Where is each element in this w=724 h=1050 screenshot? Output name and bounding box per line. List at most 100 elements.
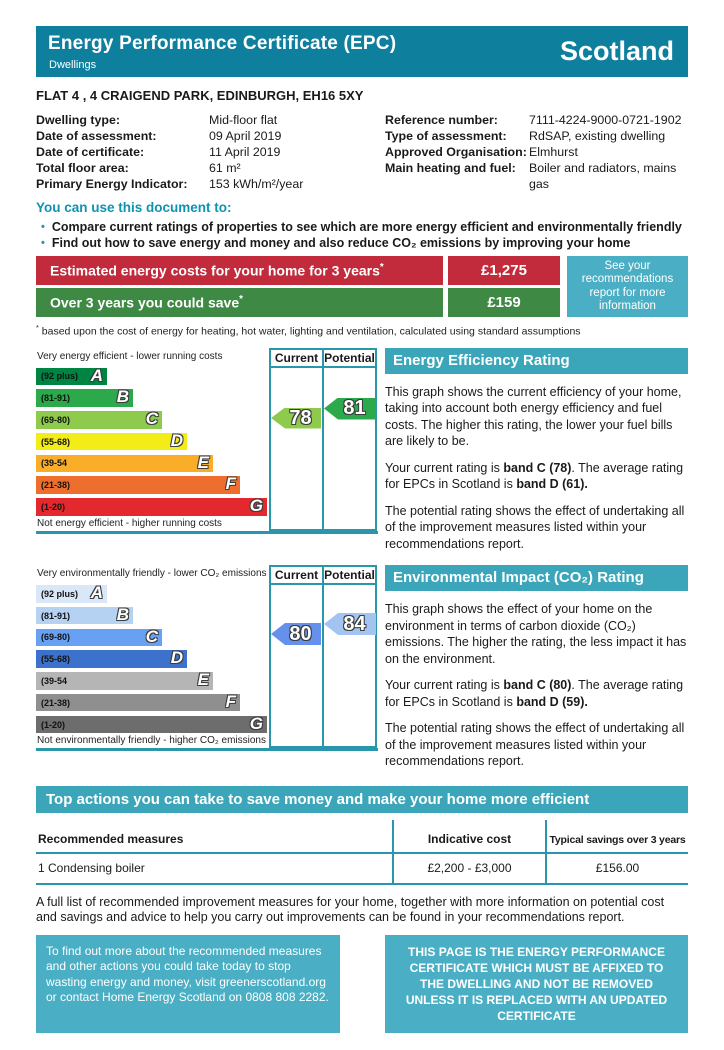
list-item: • Find out how to save energy and money … <box>36 235 688 251</box>
more-info-box: To find out more about the recommended m… <box>36 934 340 1033</box>
environmental-impact-panel: Environmental Impact (CO₂) Rating This g… <box>385 565 688 770</box>
details-left-column: Dwelling type: Mid-floor flat Date of as… <box>36 112 385 192</box>
current-column-header: Current <box>271 567 322 585</box>
potential-rating-arrow: 81 <box>324 397 376 420</box>
property-address: FLAT 4 , 4 CRAIGEND PARK, EDINBURGH, EH1… <box>36 88 364 103</box>
page-subtitle: Dwellings <box>49 59 97 71</box>
bullet-icon: • <box>41 221 45 233</box>
detail-row-reference-number: Reference number: 7111-4224-9000-0721-19… <box>385 112 688 128</box>
band-f: (21-38) F <box>36 691 240 712</box>
cost-row-estimated: Estimated energy costs for your home for… <box>36 256 688 285</box>
recommended-measures-table: Recommended measures Indicative cost Typ… <box>36 819 688 885</box>
environmental-impact-section: Very environmentally friendly - lower CO… <box>36 565 688 770</box>
band-letter: F <box>225 474 236 494</box>
band-letter: E <box>197 452 209 472</box>
band-range: (55-68) <box>41 654 71 665</box>
footer-section: To find out more about the recommended m… <box>36 934 688 1033</box>
cost-row-savings: Over 3 years you could save* £159 <box>36 288 688 317</box>
band-letter: G <box>249 496 263 516</box>
cost-footnote: * based upon the cost of energy for heat… <box>36 323 688 338</box>
text-segment: Your current rating is <box>385 460 504 475</box>
rating-band-bold: band C (80) <box>503 678 572 692</box>
asterisk-mark: * <box>379 262 384 274</box>
potential-column: Potential <box>322 349 375 529</box>
band-letter: C <box>145 409 158 429</box>
band-range: (1-20) <box>41 502 66 513</box>
asterisk-mark: * <box>36 323 39 332</box>
bullet-text: Find out how to save energy and money an… <box>51 236 631 250</box>
band-d: (55-68) D <box>36 431 187 451</box>
epc-certificate-page: { "colors": { "header_teal": "#0f7f9e", … <box>0 26 724 1050</box>
band-b: (81-91) B <box>36 605 133 625</box>
band-range: (21-38) <box>41 697 71 708</box>
table-cell-cost: £2,200 - £3,000 <box>392 853 545 885</box>
environmental-impact-chart: Very environmentally friendly - lower CO… <box>36 565 378 751</box>
panel-paragraph: This graph shows the current efficiency … <box>385 384 682 449</box>
current-column-header: Current <box>271 350 322 368</box>
text-segment: Your current rating is <box>385 678 504 692</box>
usage-heading: You can use this document to: <box>36 200 232 215</box>
current-rating-arrow: 80 <box>271 623 321 645</box>
certificate-notice-box: THIS PAGE IS THE ENERGY PERFORMANCE CERT… <box>385 934 688 1033</box>
panel-paragraph: Your current rating is band C (80). The … <box>385 677 688 710</box>
band-letter: A <box>90 583 103 602</box>
chart-bottom-label: Not environmentally friendly - higher CO… <box>37 735 266 746</box>
column-header-savings: Typical savings over 3 years <box>545 819 688 854</box>
band-letter: E <box>197 670 209 690</box>
detail-label: Date of assessment: <box>36 129 157 143</box>
band-c: (69-80) C <box>36 409 162 429</box>
band-letter: F <box>225 691 236 711</box>
band-range: (55-68) <box>41 436 71 447</box>
band-a: (92 plus) A <box>36 583 107 603</box>
detail-value: Boiler and radiators, mains gas <box>529 161 677 191</box>
band-g: (1-20) G <box>36 713 267 734</box>
chart-top-label: Very environmentally friendly - lower CO… <box>37 568 267 579</box>
band-letter: A <box>90 365 103 385</box>
detail-label: Primary Energy Indicator: <box>36 177 188 191</box>
band-range: (81-91) <box>41 393 71 404</box>
band-d: (55-68) D <box>36 648 187 668</box>
energy-efficiency-chart: Very energy efficient - lower running co… <box>36 347 378 534</box>
band-range: (69-80) <box>41 414 71 425</box>
footnote-text: based upon the cost of energy for heatin… <box>38 325 581 338</box>
detail-label: Approved Organisation: <box>385 145 527 159</box>
bullet-icon: • <box>41 237 45 249</box>
table-cell-savings: £156.00 <box>545 853 688 885</box>
rating-band-bold: band C (78) <box>503 460 572 475</box>
band-letter: B <box>116 387 129 407</box>
band-range: (81-91) <box>41 610 71 621</box>
detail-row-date-of-assessment: Date of assessment: 09 April 2019 <box>36 128 385 144</box>
cost-value: £159 <box>448 288 560 317</box>
band-range: (21-38) <box>41 480 71 491</box>
band-range: (1-20) <box>41 719 66 730</box>
detail-label: Dwelling type: <box>36 113 120 127</box>
detail-row-main-heating-and-fuel: Main heating and fuel: Boiler and radiat… <box>385 160 688 192</box>
detail-row-total-floor-area: Total floor area: 61 m² <box>36 160 385 176</box>
band-b: (81-91) B <box>36 387 133 407</box>
full-list-note: A full list of recommended improvement m… <box>36 894 665 925</box>
usage-bullet-list: • Compare current ratings of properties … <box>36 219 688 251</box>
band-letter: G <box>249 713 263 733</box>
rating-bands: (92 plus) A (81-91) B (69-80) C (55-68) D (3… <box>36 365 267 521</box>
text-segment: . The average rating for EPCs in Scotlan… <box>385 678 684 709</box>
cost-label: Over 3 years you could save* <box>36 288 443 317</box>
energy-costs-section: Estimated energy costs for your home for… <box>36 256 688 317</box>
detail-value: 153 kWh/m²/year <box>209 177 304 191</box>
cost-label-text: Estimated energy costs for your home for… <box>50 262 380 279</box>
potential-column-header: Potential <box>324 350 375 368</box>
potential-column: Potential <box>322 567 375 746</box>
detail-label: Type of assessment: <box>385 129 507 143</box>
band-range: (92 plus) <box>41 588 79 599</box>
detail-row-date-of-certificate: Date of certificate: 11 April 2019 <box>36 144 385 160</box>
details-section: Dwelling type: Mid-floor flat Date of as… <box>36 112 688 192</box>
detail-label: Main heating and fuel: <box>385 161 516 175</box>
recommendations-note-box: See your recommendations report for more… <box>567 256 688 317</box>
band-range: (39-54 <box>41 675 68 686</box>
column-header-cost: Indicative cost <box>392 819 545 854</box>
cost-label: Estimated energy costs for your home for… <box>36 256 443 285</box>
column-header-measures: Recommended measures <box>36 820 392 854</box>
detail-row-type-of-assessment: Type of assessment: RdSAP, existing dwel… <box>385 128 688 144</box>
energy-efficiency-panel: Energy Efficiency Rating This graph show… <box>385 347 688 553</box>
detail-row-approved-organisation: Approved Organisation: Elmhurst <box>385 144 688 160</box>
detail-label: Reference number: <box>385 113 498 127</box>
